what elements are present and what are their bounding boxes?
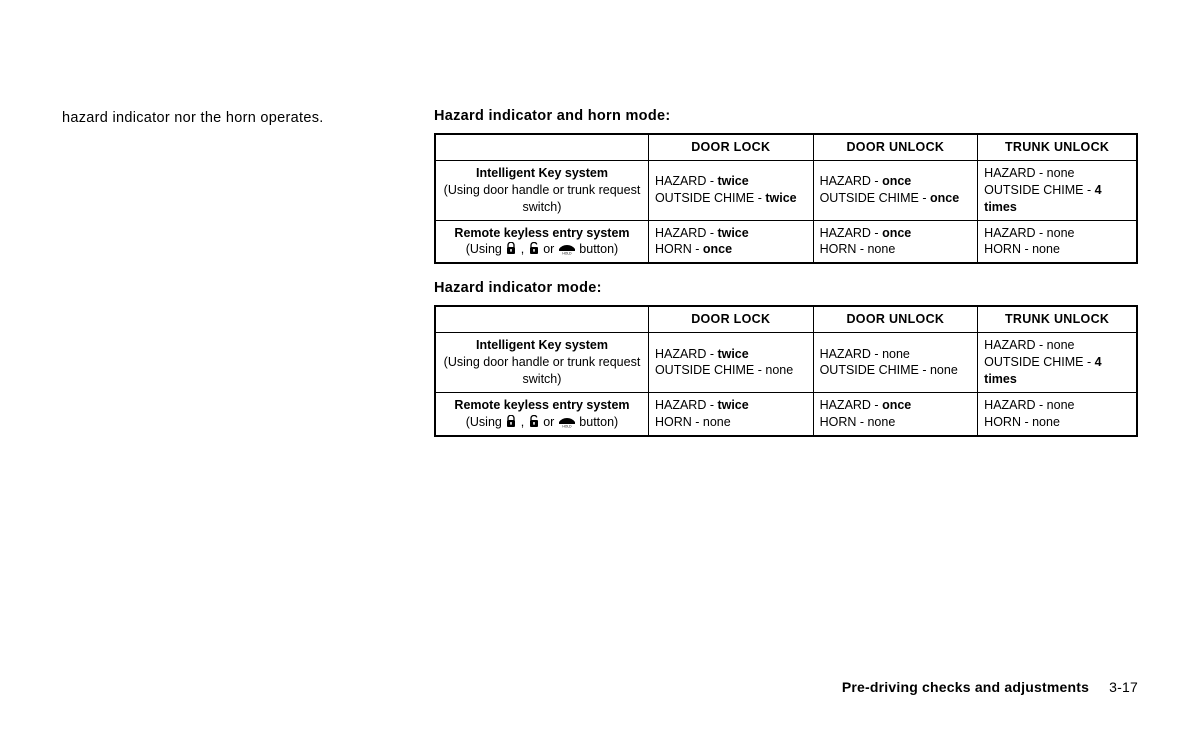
table-row: Intelligent Key system(Using door handle… [435,333,1137,393]
row-header: Remote keyless entry system(Using , or H… [435,392,648,435]
table-row: Intelligent Key system(Using door handle… [435,160,1137,220]
table-header [435,134,648,160]
table-cell: HAZARD - twiceHORN - none [648,392,813,435]
table-cell: HAZARD - onceHORN - none [813,392,978,435]
section2-table: DOOR LOCKDOOR UNLOCKTRUNK UNLOCK Intellig… [434,305,1138,436]
trunk-hold-icon: HOLD [558,417,576,428]
page: hazard indicator nor the horn operates. … [0,0,1200,453]
table-header [435,306,648,332]
table-header: TRUNK UNLOCK [978,134,1137,160]
table-cell: HAZARD - noneHORN - none [978,220,1137,263]
left-column-text: hazard indicator nor the horn operates. [62,108,390,453]
page-footer: Pre-driving checks and adjustments 3-17 [842,679,1138,695]
table-header: DOOR LOCK [648,306,813,332]
footer-page-number: 3-17 [1109,679,1138,695]
lock-icon [505,242,517,255]
table-row: Remote keyless entry system(Using , or H… [435,392,1137,435]
table-header: DOOR UNLOCK [813,134,978,160]
section1-table: DOOR LOCKDOOR UNLOCKTRUNK UNLOCK Intellig… [434,133,1138,264]
table-cell: HAZARD - noneOUTSIDE CHIME - 4 times [978,333,1137,393]
unlock-icon [528,415,540,428]
table-cell: HAZARD - noneOUTSIDE CHIME - 4 times [978,160,1137,220]
lock-icon [505,415,517,428]
table-cell: HAZARD - twiceOUTSIDE CHIME - none [648,333,813,393]
section1-title: Hazard indicator and horn mode: [434,108,1138,124]
row-header: Intelligent Key system(Using door handle… [435,160,648,220]
table-row: Remote keyless entry system(Using , or H… [435,220,1137,263]
table-header: TRUNK UNLOCK [978,306,1137,332]
row-header: Remote keyless entry system(Using , or H… [435,220,648,263]
table-cell: HAZARD - onceHORN - none [813,220,978,263]
svg-text:HOLD: HOLD [562,424,572,428]
table-cell: HAZARD - twiceOUTSIDE CHIME - twice [648,160,813,220]
table-cell: HAZARD - onceOUTSIDE CHIME - once [813,160,978,220]
table-header: DOOR LOCK [648,134,813,160]
table-cell: HAZARD - noneHORN - none [978,392,1137,435]
section2-title: Hazard indicator mode: [434,280,1138,296]
table-cell: HAZARD - noneOUTSIDE CHIME - none [813,333,978,393]
trunk-hold-icon: HOLD [558,244,576,255]
svg-text:HOLD: HOLD [562,252,572,256]
right-column: Hazard indicator and horn mode: DOOR LOC… [434,108,1138,453]
row-header: Intelligent Key system(Using door handle… [435,333,648,393]
footer-chapter: Pre-driving checks and adjustments [842,679,1089,695]
unlock-icon [528,242,540,255]
table-cell: HAZARD - twiceHORN - once [648,220,813,263]
table-header: DOOR UNLOCK [813,306,978,332]
